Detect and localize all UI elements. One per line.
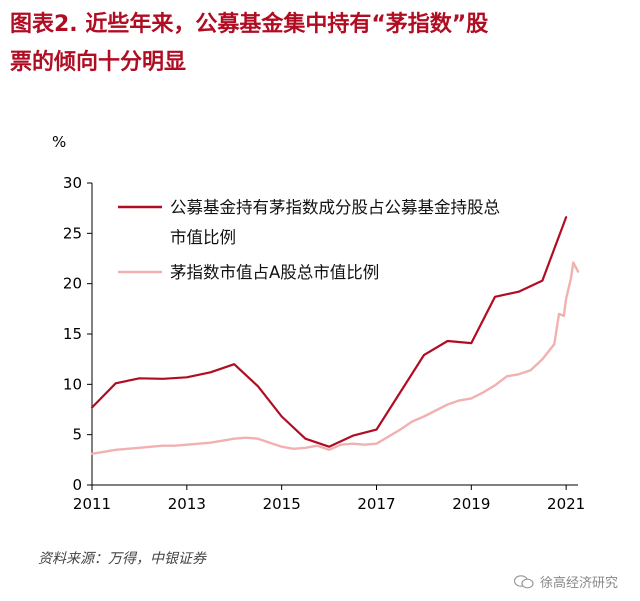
y-tick-label: 20 <box>63 275 82 293</box>
x-tick-label: 2013 <box>168 495 206 513</box>
x-tick-label: 2021 <box>547 495 585 513</box>
y-tick-label: 15 <box>63 325 82 343</box>
x-tick-label: 2019 <box>452 495 490 513</box>
legend-label-1: 公募基金持有茅指数成分股占公募基金持股总 <box>170 198 500 217</box>
x-tick-label: 2011 <box>73 495 111 513</box>
y-tick-label: 10 <box>63 375 82 393</box>
series-lines <box>90 216 580 455</box>
title-line-1: 图表2. 近些年来，公募基金集中持有“茅指数”股 <box>10 12 489 37</box>
watermark: 徐高经济研究 <box>513 572 618 591</box>
y-tick-label: 30 <box>63 174 82 192</box>
wechat-icon <box>513 574 534 588</box>
chart-title: 图表2. 近些年来，公募基金集中持有“茅指数”股 票的倾向十分明显 <box>10 6 630 82</box>
x-tick-label: 2017 <box>357 495 395 513</box>
y-tick-label: 5 <box>72 426 82 444</box>
legend-label-1: 市值比例 <box>170 228 236 247</box>
series-line-2 <box>90 261 580 455</box>
legend-label-2: 茅指数市值占A股总市值比例 <box>170 263 379 282</box>
series-line-1 <box>90 216 568 448</box>
title-line-2: 票的倾向十分明显 <box>10 50 187 75</box>
source-note: 资料来源：万得，中银证券 <box>38 551 206 567</box>
axes: % 0 5 10 15 20 25 30 2011 2013 2015 2017 2019 2021 <box>52 133 585 513</box>
x-tick-label: 2015 <box>263 495 301 513</box>
watermark-text: 徐高经济研究 <box>539 576 618 591</box>
y-tick-label: 0 <box>72 476 82 494</box>
y-axis-label: % <box>52 133 66 151</box>
y-tick-label: 25 <box>63 224 82 242</box>
